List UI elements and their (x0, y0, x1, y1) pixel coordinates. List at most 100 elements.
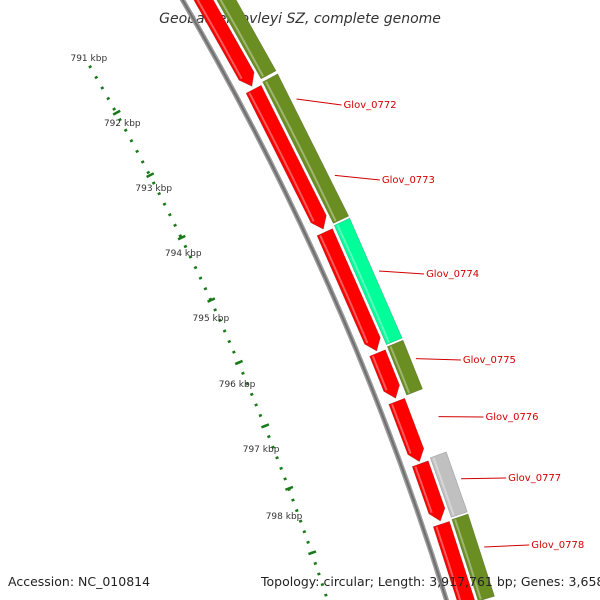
scale-tick (129, 138, 134, 143)
scale-tick (203, 286, 208, 291)
gene-label[interactable]: Glov_0772 (344, 100, 397, 111)
gene-label-leader (296, 98, 342, 106)
scale-label: 795 kbp (193, 314, 230, 324)
backbone-outer (179, 0, 449, 600)
reverse-cds-2-shine (248, 92, 315, 222)
reverse-cds-5[interactable] (388, 397, 425, 463)
forward-cds-3-shine (336, 224, 390, 343)
gene-label[interactable]: Glov_0776 (486, 412, 539, 423)
scale-tick (317, 572, 321, 576)
scale-label: 796 kbp (219, 380, 256, 390)
major-tick (284, 485, 294, 491)
gene-label[interactable]: Glov_0774 (426, 269, 479, 280)
reverse-cds-3[interactable] (316, 228, 381, 352)
gene-label[interactable]: Glov_0775 (463, 355, 516, 366)
scale-label: 797 kbp (243, 445, 280, 455)
scale-tick (232, 350, 236, 354)
scale-tick (266, 434, 271, 439)
scale-tick (135, 149, 140, 154)
forward-cds-1[interactable] (203, 0, 277, 80)
forward-cds-6-shine (454, 519, 482, 600)
major-tick (177, 234, 186, 241)
reverse-cds-7-shine (435, 526, 462, 600)
accession-text: Accession: NC_010814 (8, 574, 151, 589)
scale-tick (298, 519, 303, 523)
gene-label-leader (415, 358, 461, 361)
forward-cds-2[interactable] (262, 73, 350, 224)
scale-tick (302, 530, 307, 534)
scale-tick (151, 181, 156, 185)
reverse-cds-4[interactable] (369, 349, 400, 399)
genome-backbone (179, 0, 449, 600)
reverse-cds-1-shine (196, 0, 243, 80)
scale-tick (254, 403, 258, 407)
scale-label: 798 kbp (266, 512, 303, 522)
forward-cds-5[interactable] (429, 451, 468, 518)
gene-label[interactable]: Glov_0773 (382, 175, 435, 186)
gene-label[interactable]: Glov_0778 (531, 540, 584, 551)
scale-tick (227, 339, 232, 344)
scale-tick (178, 234, 183, 238)
scale-tick (213, 308, 218, 312)
scale-tick (157, 191, 162, 196)
scale-label: 792 kbp (104, 119, 141, 129)
scale-tick (294, 508, 299, 513)
scale-tick (275, 456, 279, 460)
reverse-cds-3-shine (319, 235, 369, 344)
scale-tick (320, 582, 325, 587)
scale-label: 793 kbp (135, 184, 172, 194)
scale-tick (94, 75, 99, 80)
gene-label-leader (379, 270, 425, 275)
scale-tick (88, 65, 93, 69)
scale-tick (188, 255, 193, 259)
gene-label-leader (334, 174, 380, 181)
reverse-cds-7[interactable] (432, 520, 476, 600)
scale-tick (193, 265, 198, 270)
scale-tick (100, 86, 105, 90)
scale-tick (291, 498, 295, 502)
major-tick (307, 550, 317, 556)
scale-labels: 791 kbp 792 kbp 793 kbp 794 kbp 795 kbp 796 k… (70, 54, 317, 556)
major-tick (146, 172, 155, 179)
scale-tick (241, 371, 245, 375)
scale-tick (146, 170, 151, 175)
forward-strand-track (203, 0, 495, 600)
scale-tick (258, 413, 263, 418)
reverse-cds-6[interactable] (411, 460, 446, 522)
major-tick (112, 109, 121, 116)
topology-text: Topology: circular; Length: 3,917,761 bp… (261, 574, 600, 589)
scale-tick (183, 244, 188, 249)
gene-label[interactable]: Glov_0777 (508, 473, 561, 484)
reverse-cds-2[interactable] (245, 84, 327, 230)
scale-tick (112, 107, 117, 111)
scale-tick (118, 117, 122, 122)
scale-tick (283, 477, 287, 481)
forward-cds-2-shine (265, 81, 337, 222)
scale-tick (218, 318, 222, 323)
backbone-inner (181, 0, 448, 600)
gene-labels: Glov_0772 Glov_0773 Glov_0774 Glov_0775 Glov… (296, 98, 584, 551)
major-tick (234, 359, 244, 366)
major-tick (207, 297, 216, 303)
forward-cds-6[interactable] (451, 513, 495, 600)
scale-label: 791 kbp (70, 54, 107, 64)
scale-tick (324, 593, 328, 597)
reverse-cds-6-shine (414, 466, 433, 514)
reverse-cds-5-shine (391, 403, 412, 454)
scale-tick (198, 276, 203, 280)
forward-cds-5-shine (432, 457, 455, 516)
reverse-cds-1[interactable] (185, 0, 255, 87)
scale-tick (162, 202, 167, 206)
forward-cds-4-shine (389, 346, 411, 394)
forward-cds-3[interactable] (333, 217, 403, 345)
major-tick (260, 423, 270, 429)
scale-tick (123, 128, 128, 133)
reverse-cds-4-shine (371, 355, 388, 391)
gene-label-leader (461, 477, 507, 480)
scale-tick (167, 212, 172, 217)
scale-tick (313, 561, 318, 566)
forward-cds-4[interactable] (386, 339, 423, 396)
scale-tick (222, 329, 227, 333)
scale-tick (173, 223, 177, 228)
